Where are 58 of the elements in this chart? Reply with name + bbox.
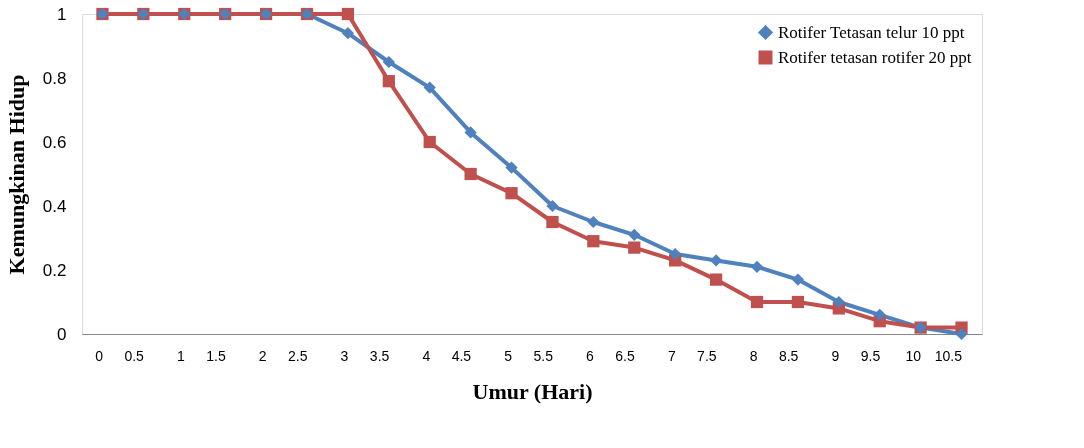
y-axis-title: Kemungkinan Hidup bbox=[3, 74, 29, 275]
x-tick-label: 10 bbox=[905, 347, 922, 364]
x-tick-label: 8.5 bbox=[778, 347, 799, 364]
point bbox=[791, 273, 805, 286]
point bbox=[546, 215, 559, 229]
point bbox=[341, 27, 355, 40]
point bbox=[382, 55, 395, 69]
x-tick-label: 7 bbox=[667, 347, 676, 364]
point bbox=[955, 327, 968, 341]
legend-label: Rotifer tetasan rotifer 20 ppt bbox=[778, 47, 972, 67]
x-tick-label: 0.5 bbox=[124, 347, 145, 364]
x-tick-label: 4 bbox=[422, 347, 431, 364]
legend-label: Rotifer Tetasan telur 10 ppt bbox=[778, 22, 965, 42]
x-tick-label: 5 bbox=[504, 347, 513, 364]
x-tick-label: 7.5 bbox=[697, 347, 717, 364]
x-tick-label: 2 bbox=[258, 347, 267, 364]
point bbox=[628, 228, 641, 241]
point bbox=[382, 75, 395, 88]
x-tick-label: 10.5 bbox=[934, 347, 963, 364]
point bbox=[750, 260, 764, 273]
y-tick-label: 0 bbox=[57, 324, 67, 344]
x-axis-title: Umur (Hari) bbox=[472, 378, 593, 404]
y-tick-label: 0.2 bbox=[42, 260, 67, 280]
point bbox=[587, 235, 600, 248]
point bbox=[341, 7, 355, 21]
x-tick-label: 3.5 bbox=[369, 347, 390, 364]
y-tick-label: 1 bbox=[57, 4, 67, 24]
x-tick-label: 9.5 bbox=[860, 347, 881, 364]
point bbox=[464, 167, 477, 181]
y-tick-label: 0.8 bbox=[42, 68, 67, 88]
x-tick-label: 6.5 bbox=[615, 347, 635, 364]
point bbox=[464, 126, 477, 139]
point bbox=[832, 295, 845, 309]
y-tick-label: 0.4 bbox=[42, 196, 67, 216]
point bbox=[628, 241, 641, 254]
point bbox=[546, 199, 559, 213]
x-tick-label: 6 bbox=[586, 347, 595, 364]
point bbox=[423, 135, 436, 149]
x-tick-label: 3 bbox=[340, 347, 349, 364]
point bbox=[505, 187, 518, 200]
x-tick-label: 9 bbox=[831, 347, 840, 364]
x-tick-label: 0 bbox=[95, 347, 104, 364]
x-tick-label: 1 bbox=[176, 347, 185, 364]
point bbox=[505, 161, 518, 174]
y-tick-label: 0.6 bbox=[42, 132, 67, 152]
point bbox=[873, 308, 886, 321]
point bbox=[587, 215, 600, 229]
point bbox=[709, 273, 723, 286]
x-tick-label: 5.5 bbox=[533, 347, 554, 364]
point bbox=[750, 295, 764, 309]
point bbox=[423, 81, 436, 94]
x-tick-label: 4.5 bbox=[451, 347, 472, 364]
x-tick-label: 1.5 bbox=[206, 347, 226, 364]
point bbox=[791, 295, 805, 309]
point bbox=[709, 254, 723, 267]
x-tick-label: 8 bbox=[749, 347, 758, 364]
x-tick-label: 2.5 bbox=[288, 347, 308, 364]
point bbox=[669, 247, 682, 261]
